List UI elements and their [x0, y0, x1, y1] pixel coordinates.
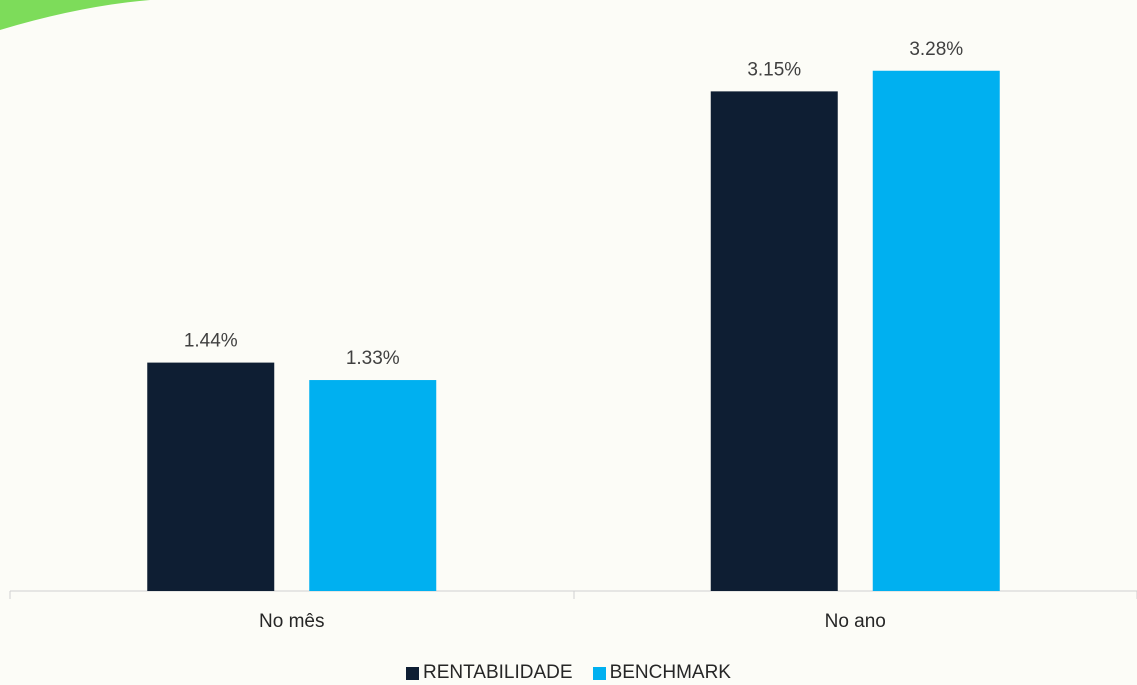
- bar: [873, 71, 1000, 591]
- category-label: No mês: [259, 611, 324, 632]
- legend-swatch-rentabilidade: [406, 667, 419, 680]
- bar: [711, 91, 838, 591]
- legend: RENTABILIDADE BENCHMARK: [0, 662, 1137, 684]
- corner-accent: [0, 0, 150, 30]
- legend-swatch-benchmark: [593, 667, 606, 680]
- bar: [147, 363, 274, 591]
- data-label: 3.28%: [909, 39, 963, 60]
- category-label: No ano: [825, 611, 886, 632]
- legend-label-benchmark: BENCHMARK: [610, 662, 731, 684]
- legend-item-benchmark: BENCHMARK: [593, 662, 731, 684]
- data-label: 1.33%: [346, 348, 400, 369]
- data-label: 1.44%: [184, 331, 238, 352]
- data-label: 3.15%: [747, 59, 801, 80]
- legend-item-rentabilidade: RENTABILIDADE: [406, 662, 573, 684]
- bar: [309, 380, 436, 591]
- legend-label-rentabilidade: RENTABILIDADE: [423, 662, 573, 684]
